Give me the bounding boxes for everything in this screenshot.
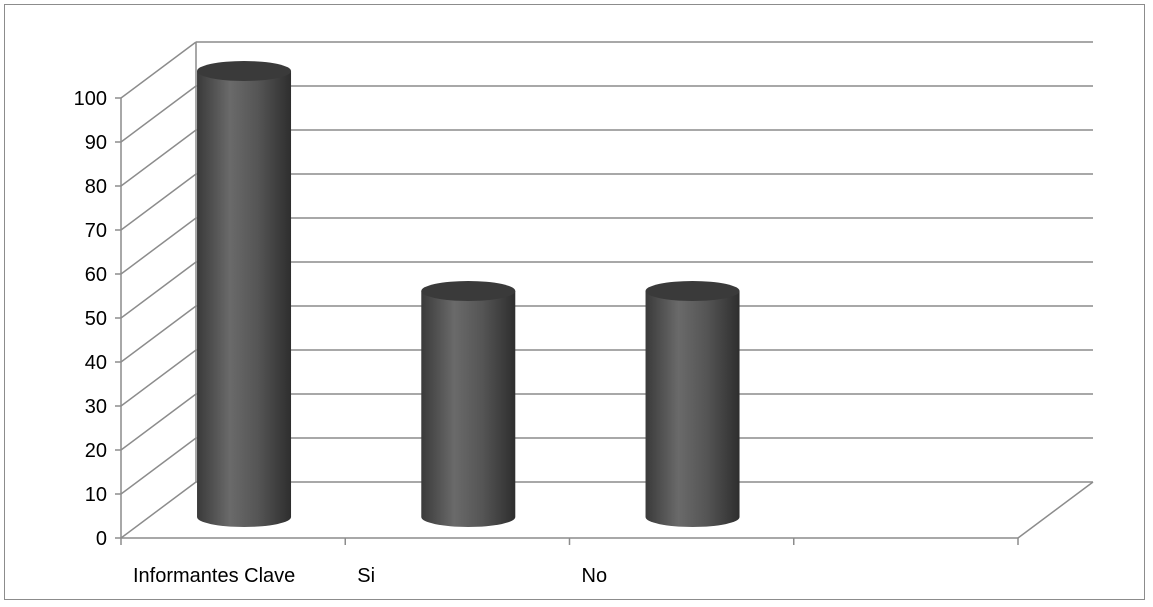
labels: 0 10 20 30 40 50 60 70 80 90 100 Informantes Clave S…: [74, 88, 607, 587]
x-tick-label: Informantes Clave: [133, 565, 295, 587]
y-tick-label: 50: [85, 308, 107, 330]
y-tick-label: 0: [96, 528, 107, 550]
chart-frame: [4, 4, 1145, 600]
bar-body: [645, 291, 740, 527]
bar-body: [197, 71, 292, 527]
floor-right-edge: [1017, 481, 1094, 539]
y-tick-label: 90: [85, 132, 107, 154]
gridline-side: [120, 217, 197, 275]
gridlines: [120, 41, 1094, 539]
gridline-side: [120, 261, 197, 319]
bar-top: [197, 61, 292, 81]
bar-no: [645, 281, 740, 527]
gridline-side: [120, 129, 197, 187]
y-tick-label: 30: [85, 396, 107, 418]
floor-left-edge: [120, 481, 197, 539]
bar-si: [421, 281, 516, 527]
bar-informantes-clave: [197, 61, 292, 527]
y-tick-label: 20: [85, 440, 107, 462]
x-tick-label: Si: [357, 565, 375, 587]
gridline-side: [120, 41, 197, 99]
bar-top: [421, 281, 516, 301]
y-tick-label: 100: [74, 88, 107, 110]
gridline-side: [120, 437, 197, 495]
axes: [115, 97, 1019, 545]
y-tick-label: 40: [85, 352, 107, 374]
bar-body: [421, 291, 516, 527]
gridline-side: [120, 349, 197, 407]
gridline-side: [120, 85, 197, 143]
y-tick-label: 60: [85, 264, 107, 286]
y-tick-label: 10: [85, 484, 107, 506]
bar-top: [645, 281, 740, 301]
y-tick-label: 70: [85, 220, 107, 242]
gridline-side: [120, 393, 197, 451]
y-tick-label: 80: [85, 176, 107, 198]
x-tick-label: No: [582, 565, 608, 587]
bars: [197, 61, 740, 527]
gridline-side: [120, 305, 197, 363]
gridline-side: [120, 173, 197, 231]
